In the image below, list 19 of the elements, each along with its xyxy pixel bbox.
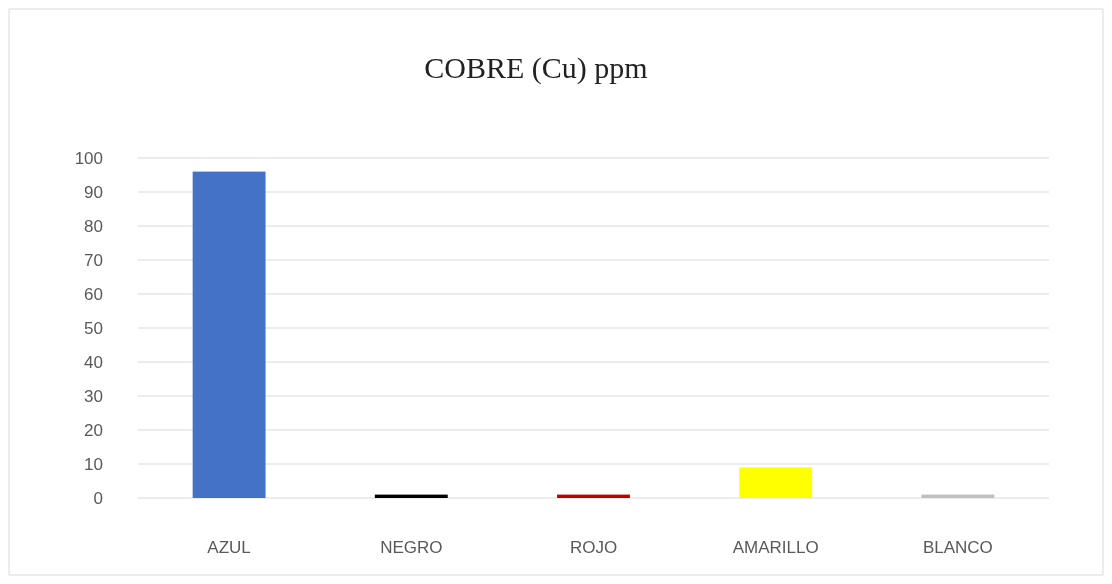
y-tick-label: 80 [84, 216, 103, 236]
x-tick-label: AMARILLO [732, 538, 819, 557]
y-tick-label: 90 [84, 182, 103, 202]
y-tick-label: 50 [84, 318, 103, 338]
y-tick-label: 40 [84, 352, 103, 372]
y-tick-label: 70 [84, 250, 103, 270]
bar [192, 171, 266, 498]
y-tick-label: 20 [84, 420, 103, 440]
y-tick-label: 30 [84, 386, 103, 406]
x-tick-label: NEGRO [380, 538, 443, 557]
y-tick-label: 60 [84, 284, 103, 304]
y-tick-label: 0 [93, 488, 103, 508]
y-tick-label: 100 [74, 148, 103, 168]
y-tick-label: 10 [84, 454, 103, 474]
x-tick-label: AZUL [207, 538, 251, 557]
bar [739, 467, 813, 498]
x-tick-label: ROJO [569, 538, 618, 557]
x-tick-label: BLANCO [922, 538, 993, 557]
chart-title: COBRE (Cu) ppm [424, 51, 648, 85]
